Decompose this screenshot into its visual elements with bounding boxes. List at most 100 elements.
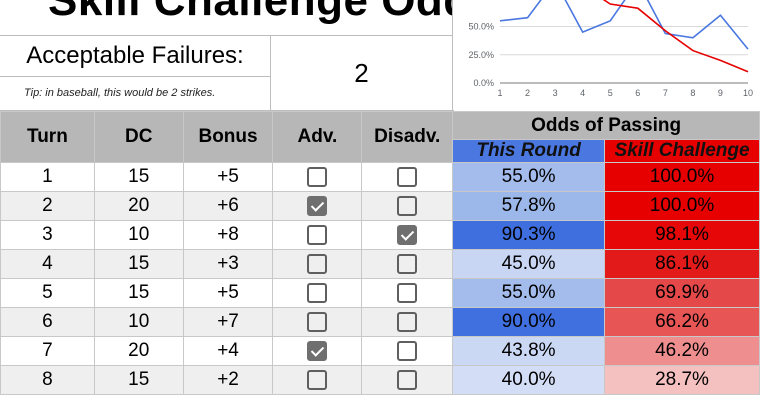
header-adv: Adv. [272, 111, 363, 163]
x-tick-label: 9 [718, 88, 723, 98]
y-tick-label: 0.0% [473, 78, 494, 88]
this-round-cell: 40.0% [452, 365, 606, 395]
x-tick-label: 5 [608, 88, 613, 98]
turn-cell[interactable]: 5 [0, 278, 95, 308]
disadv-checkbox[interactable] [397, 224, 418, 245]
odds-line-chart: 0.0% 25.0% 50.0% 1 2 3 4 5 6 7 8 9 10 [454, 0, 760, 110]
this-round-cell: 57.8% [452, 191, 606, 221]
dc-cell[interactable]: 20 [93, 191, 184, 221]
this-round-cell: 55.0% [452, 278, 606, 308]
turn-cell[interactable]: 1 [0, 162, 95, 192]
y-tick-label: 25.0% [468, 50, 494, 60]
adv-checkbox[interactable] [307, 369, 328, 390]
disadv-cell[interactable] [361, 307, 454, 337]
skill-challenge-cell: 86.1% [604, 249, 760, 279]
dc-cell[interactable]: 10 [93, 220, 184, 250]
disadv-cell[interactable] [361, 365, 454, 395]
disadv-cell[interactable] [361, 278, 454, 308]
adv-cell[interactable] [272, 307, 363, 337]
skill-challenge-cell: 100.0% [604, 162, 760, 192]
adv-cell[interactable] [272, 365, 363, 395]
turns-table: Turn DC Bonus Adv. Disadv. Odds of Passi… [0, 111, 760, 395]
series-line-skill-challenge [602, 0, 749, 73]
adv-cell[interactable] [272, 162, 363, 192]
bonus-cell[interactable]: +3 [182, 249, 274, 279]
divider [0, 110, 454, 111]
acceptable-failures-label: Acceptable Failures: [26, 42, 244, 69]
bonus-cell[interactable]: +5 [182, 162, 274, 192]
divider [452, 0, 453, 111]
disadv-cell[interactable] [361, 249, 454, 279]
adv-checkbox[interactable] [307, 340, 328, 361]
bonus-cell[interactable]: +5 [182, 278, 274, 308]
header-skill-challenge: Skill Challenge [604, 139, 760, 163]
disadv-checkbox[interactable] [397, 166, 418, 187]
skill-challenge-cell: 66.2% [604, 307, 760, 337]
bonus-cell[interactable]: +7 [182, 307, 274, 337]
header-disadv: Disadv. [361, 111, 454, 163]
disadv-checkbox[interactable] [397, 253, 418, 274]
adv-cell[interactable] [272, 278, 363, 308]
divider [270, 36, 271, 110]
y-tick-label: 50.0% [468, 22, 494, 32]
x-tick-label: 8 [690, 88, 695, 98]
dc-cell[interactable]: 15 [93, 278, 184, 308]
dc-cell[interactable]: 15 [93, 365, 184, 395]
disadv-checkbox[interactable] [397, 311, 418, 332]
skill-challenge-cell: 28.7% [604, 365, 760, 395]
table-row: 3 10 +8 90.3% 98.1% [0, 220, 760, 250]
x-tick-label: 4 [580, 88, 585, 98]
dc-cell[interactable]: 15 [93, 249, 184, 279]
this-round-cell: 55.0% [452, 162, 606, 192]
header-turn: Turn [0, 111, 95, 163]
disadv-cell[interactable] [361, 336, 454, 366]
turn-cell[interactable]: 8 [0, 365, 95, 395]
bonus-cell[interactable]: +6 [182, 191, 274, 221]
bonus-cell[interactable]: +2 [182, 365, 274, 395]
turn-cell[interactable]: 2 [0, 191, 95, 221]
adv-checkbox[interactable] [307, 166, 328, 187]
disadv-checkbox[interactable] [397, 369, 418, 390]
adv-checkbox[interactable] [307, 253, 328, 274]
acceptable-failures-tip: Tip: in baseball, this would be 2 strike… [24, 87, 216, 99]
turn-cell[interactable]: 4 [0, 249, 95, 279]
dc-cell[interactable]: 10 [93, 307, 184, 337]
header-dc: DC [93, 111, 184, 163]
turn-cell[interactable]: 7 [0, 336, 95, 366]
adv-checkbox[interactable] [307, 311, 328, 332]
skill-challenge-cell: 100.0% [604, 191, 760, 221]
turn-cell[interactable]: 6 [0, 307, 95, 337]
adv-checkbox[interactable] [307, 282, 328, 303]
bonus-cell[interactable]: +4 [182, 336, 274, 366]
page-title: Skill Challenge Odds [48, 0, 452, 25]
dc-cell[interactable]: 15 [93, 162, 184, 192]
adv-checkbox[interactable] [307, 195, 328, 216]
disadv-checkbox[interactable] [397, 195, 418, 216]
bonus-cell[interactable]: +8 [182, 220, 274, 250]
disadv-checkbox[interactable] [397, 340, 418, 361]
acceptable-failures-input[interactable]: 2 [354, 57, 369, 88]
x-tick-label: 6 [635, 88, 640, 98]
adv-checkbox[interactable] [307, 224, 328, 245]
table-row: 5 15 +5 55.0% 69.9% [0, 278, 760, 308]
page-title-banner: Skill Challenge Odds [0, 0, 452, 36]
chart-canvas: 0.0% 25.0% 50.0% 1 2 3 4 5 6 7 8 9 10 [468, 0, 753, 98]
header-bonus: Bonus [182, 111, 274, 163]
disadv-checkbox[interactable] [397, 282, 418, 303]
dc-cell[interactable]: 20 [93, 336, 184, 366]
adv-cell[interactable] [272, 249, 363, 279]
x-tick-label: 2 [525, 88, 530, 98]
x-tick-label: 1 [497, 88, 502, 98]
this-round-cell: 90.0% [452, 307, 606, 337]
disadv-cell[interactable] [361, 191, 454, 221]
adv-cell[interactable] [272, 220, 363, 250]
adv-cell[interactable] [272, 191, 363, 221]
header-this-round: This Round [452, 139, 606, 163]
header-odds-of-passing: Odds of Passing [452, 111, 760, 140]
turn-cell[interactable]: 3 [0, 220, 95, 250]
table-row: 7 20 +4 43.8% 46.2% [0, 336, 760, 366]
disadv-cell[interactable] [361, 162, 454, 192]
adv-cell[interactable] [272, 336, 363, 366]
disadv-cell[interactable] [361, 220, 454, 250]
table-row: 1 15 +5 55.0% 100.0% [0, 162, 760, 192]
